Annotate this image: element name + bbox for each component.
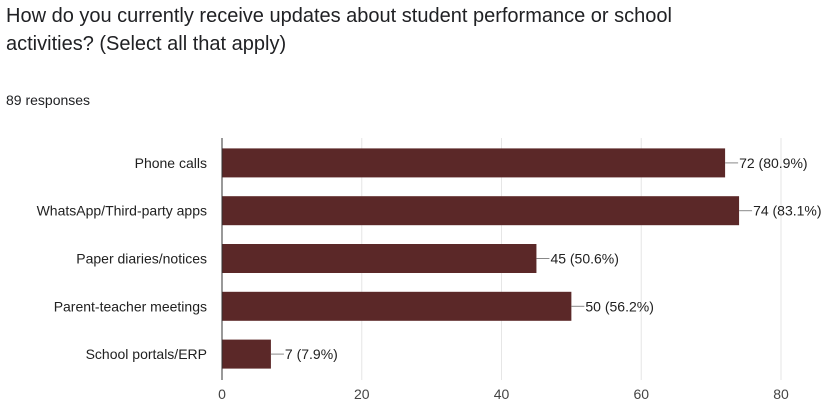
data-label: 72 (80.9%) — [739, 155, 807, 171]
bar — [222, 244, 537, 273]
data-label: 7 (7.9%) — [285, 346, 338, 362]
data-label: 50 (56.2%) — [585, 298, 653, 314]
question-title: How do you currently receive updates abo… — [6, 5, 672, 55]
data-label: 74 (83.1%) — [753, 203, 821, 219]
category-label: School portals/ERP — [86, 346, 207, 362]
category-label: Parent-teacher meetings — [54, 298, 207, 314]
category-label: WhatsApp/Third-party apps — [37, 203, 207, 219]
x-tick-label: 60 — [633, 386, 649, 402]
x-tick-label: 80 — [773, 386, 789, 402]
category-label: Phone calls — [135, 155, 207, 171]
category-label: Paper diaries/notices — [76, 251, 207, 267]
axis-layer: 0 20 40 60 80 Phone calls WhatsApp/Third-party… — [37, 138, 789, 402]
x-tick-label: 0 — [218, 386, 226, 402]
response-count: 89 responses — [6, 92, 91, 108]
data-label: 45 (50.6%) — [550, 251, 618, 267]
x-tick-label: 40 — [494, 386, 510, 402]
bar — [222, 339, 271, 369]
bar — [222, 196, 740, 226]
x-tick-label: 20 — [354, 386, 370, 402]
bar — [222, 148, 726, 178]
bar-layer: 72 (80.9%) 74 (83.1%) 45 (50.6%) 50 (56.2%)… — [222, 148, 822, 369]
bar — [222, 291, 572, 321]
